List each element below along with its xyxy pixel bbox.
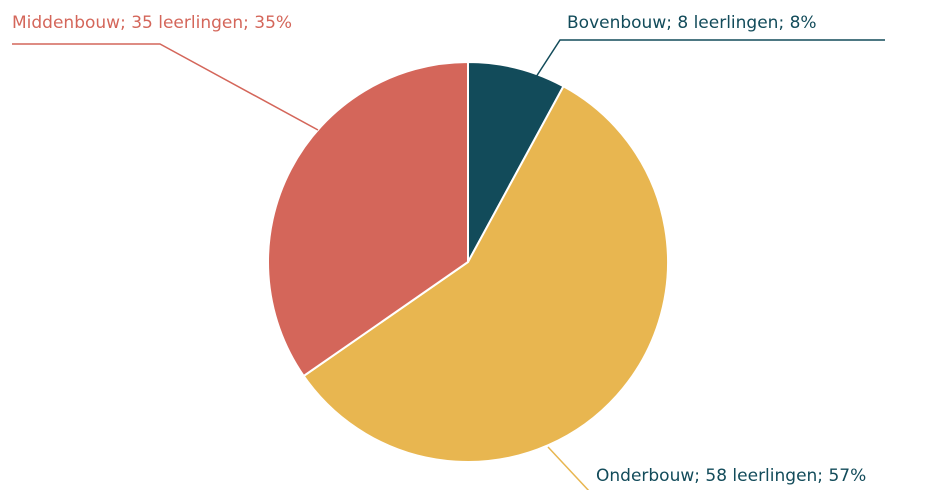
leader-line <box>12 43 319 131</box>
pie-slice <box>302 84 669 463</box>
data-label: Onderbouw; 58 leerlingen; 57% <box>596 466 866 486</box>
data-label: Middenbouw; 35 leerlingen; 35% <box>12 13 292 33</box>
pie-slice <box>467 60 565 263</box>
data-label: Bovenbouw; 8 leerlingen; 8% <box>567 13 817 33</box>
leader-line <box>547 446 590 490</box>
leader-line <box>535 39 885 78</box>
pie-slice <box>267 60 469 378</box>
